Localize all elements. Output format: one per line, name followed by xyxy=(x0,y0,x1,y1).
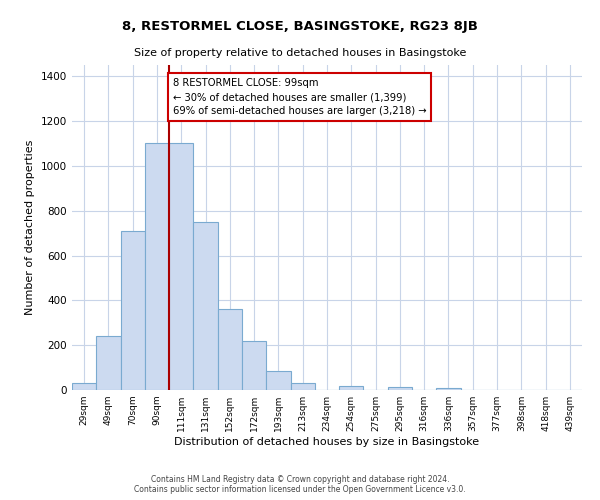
Text: Contains public sector information licensed under the Open Government Licence v3: Contains public sector information licen… xyxy=(134,485,466,494)
Bar xyxy=(121,231,145,390)
X-axis label: Distribution of detached houses by size in Basingstoke: Distribution of detached houses by size … xyxy=(175,437,479,447)
Bar xyxy=(339,386,364,390)
Bar xyxy=(388,386,412,390)
Bar xyxy=(169,144,193,390)
Bar xyxy=(266,371,290,390)
Bar xyxy=(72,384,96,390)
Bar xyxy=(96,336,121,390)
Bar xyxy=(218,310,242,390)
Bar xyxy=(193,222,218,390)
Bar xyxy=(242,340,266,390)
Text: Size of property relative to detached houses in Basingstoke: Size of property relative to detached ho… xyxy=(134,48,466,58)
Text: 8 RESTORMEL CLOSE: 99sqm
← 30% of detached houses are smaller (1,399)
69% of sem: 8 RESTORMEL CLOSE: 99sqm ← 30% of detach… xyxy=(173,78,427,116)
Text: 8, RESTORMEL CLOSE, BASINGSTOKE, RG23 8JB: 8, RESTORMEL CLOSE, BASINGSTOKE, RG23 8J… xyxy=(122,20,478,33)
Bar xyxy=(290,384,315,390)
Y-axis label: Number of detached properties: Number of detached properties xyxy=(25,140,35,315)
Bar xyxy=(436,388,461,390)
Bar xyxy=(145,144,169,390)
Text: Contains HM Land Registry data © Crown copyright and database right 2024.: Contains HM Land Registry data © Crown c… xyxy=(151,475,449,484)
